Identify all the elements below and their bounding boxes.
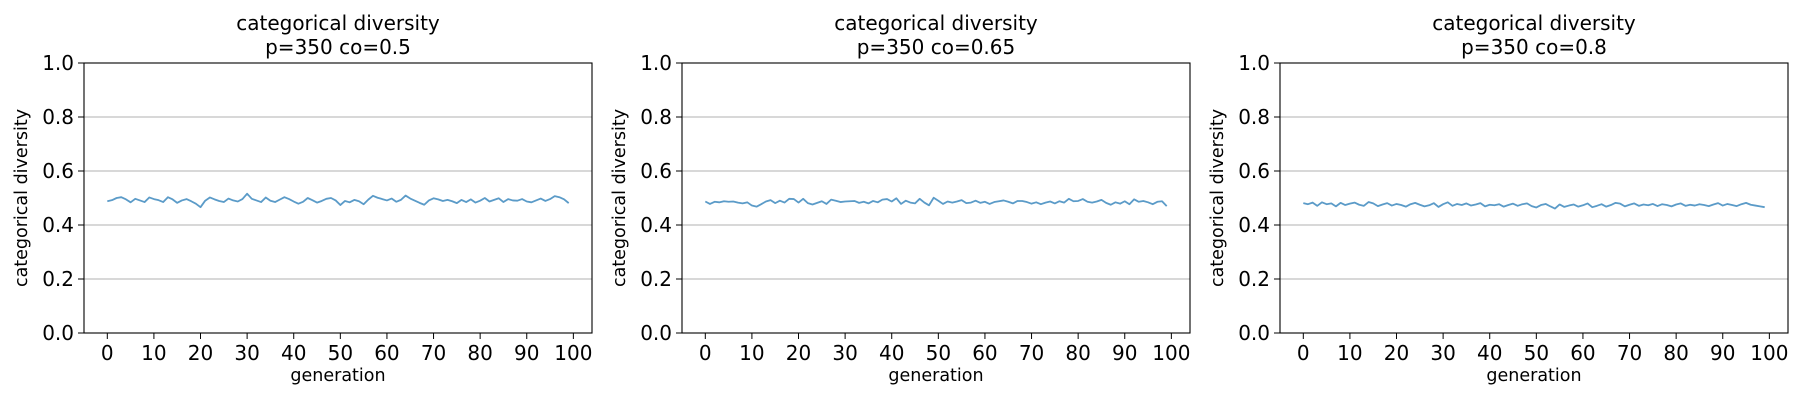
chart-subtitle: p=350 co=0.65 — [857, 35, 1016, 59]
y-tick-label: 0.0 — [640, 321, 672, 345]
chart-title: categorical diversity — [1432, 11, 1636, 35]
x-tick-label: 70 — [1019, 341, 1044, 365]
x-axis-label: generation — [888, 366, 983, 386]
x-tick-label: 40 — [281, 341, 306, 365]
chart-subtitle: p=350 co=0.5 — [265, 35, 411, 59]
series-line — [704, 196, 1168, 208]
y-tick-label: 0.2 — [640, 267, 672, 291]
chart-subtitle: p=350 co=0.8 — [1461, 35, 1607, 59]
x-tick-label: 80 — [1065, 341, 1090, 365]
x-tick-label: 20 — [188, 341, 213, 365]
x-tick-label: 50 — [1524, 341, 1549, 365]
x-tick-label: 50 — [328, 341, 353, 365]
chart-title: categorical diversity — [834, 11, 1038, 35]
x-tick-label: 90 — [1710, 341, 1735, 365]
x-tick-label: 100 — [1750, 341, 1788, 365]
y-tick-label: 1.0 — [1238, 51, 1270, 75]
x-tick-label: 70 — [421, 341, 446, 365]
x-tick-label: 70 — [1617, 341, 1642, 365]
x-tick-label: 40 — [879, 341, 904, 365]
x-tick-label: 60 — [972, 341, 997, 365]
chart-title: categorical diversity — [236, 11, 440, 35]
x-tick-label: 10 — [1337, 341, 1362, 365]
y-tick-label: 0.2 — [42, 267, 74, 291]
x-tick-label: 60 — [374, 341, 399, 365]
x-tick-label: 30 — [234, 341, 259, 365]
y-tick-label: 0.2 — [1238, 267, 1270, 291]
x-tick-label: 80 — [467, 341, 492, 365]
y-tick-label: 0.4 — [1238, 213, 1270, 237]
x-tick-label: 90 — [1112, 341, 1137, 365]
x-tick-label: 90 — [514, 341, 539, 365]
x-tick-label: 10 — [739, 341, 764, 365]
y-axis-label: categorical diversity — [610, 109, 630, 287]
x-tick-label: 50 — [926, 341, 951, 365]
y-tick-label: 0.0 — [1238, 321, 1270, 345]
series-line — [107, 192, 570, 209]
y-axis-label: categorical diversity — [12, 109, 32, 287]
x-tick-label: 30 — [832, 341, 857, 365]
axes-frame — [681, 62, 1191, 334]
x-tick-label: 0 — [1297, 341, 1310, 365]
y-tick-label: 0.8 — [1238, 105, 1270, 129]
y-axis-label: categorical diversity — [1208, 109, 1228, 287]
series-line — [1303, 201, 1765, 210]
y-tick-label: 0.0 — [42, 321, 74, 345]
x-axis-label: generation — [1486, 366, 1581, 386]
x-tick-label: 100 — [554, 341, 592, 365]
y-tick-label: 0.8 — [640, 105, 672, 129]
x-tick-label: 0 — [699, 341, 712, 365]
y-tick-label: 0.4 — [640, 213, 672, 237]
x-tick-label: 30 — [1430, 341, 1455, 365]
y-tick-label: 0.6 — [42, 159, 74, 183]
x-tick-label: 40 — [1477, 341, 1502, 365]
y-tick-label: 0.8 — [42, 105, 74, 129]
x-tick-label: 10 — [141, 341, 166, 365]
x-tick-label: 20 — [1384, 341, 1409, 365]
axes-frame — [1279, 62, 1789, 334]
y-tick-label: 1.0 — [640, 51, 672, 75]
x-axis-label: generation — [290, 366, 385, 386]
y-tick-label: 0.6 — [640, 159, 672, 183]
x-tick-label: 0 — [101, 341, 114, 365]
y-tick-label: 0.6 — [1238, 159, 1270, 183]
y-tick-label: 1.0 — [42, 51, 74, 75]
x-tick-label: 60 — [1570, 341, 1595, 365]
y-tick-label: 0.4 — [42, 213, 74, 237]
x-tick-label: 20 — [786, 341, 811, 365]
x-tick-label: 80 — [1663, 341, 1688, 365]
axes-frame — [83, 62, 593, 334]
x-tick-label: 100 — [1152, 341, 1190, 365]
